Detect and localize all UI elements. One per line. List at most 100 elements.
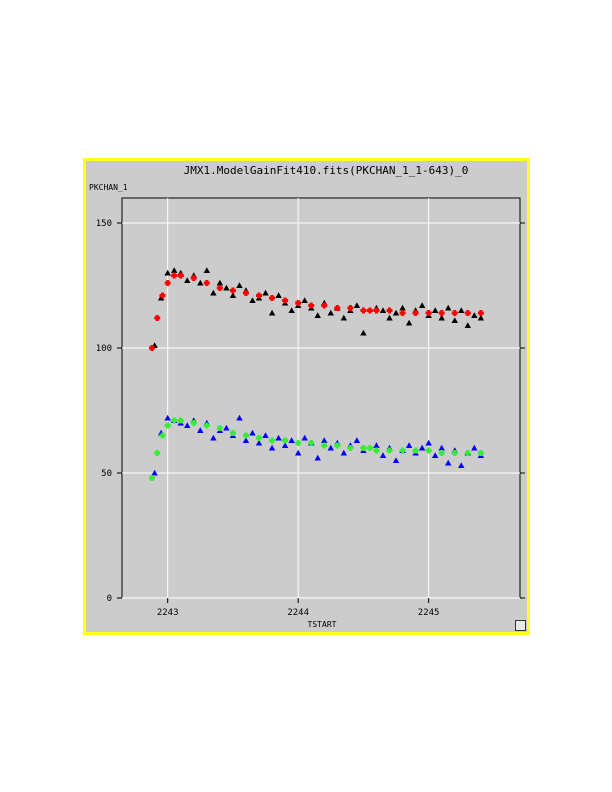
data-point xyxy=(184,422,191,429)
data-point xyxy=(340,314,348,321)
fit-point xyxy=(412,310,419,316)
fit-point xyxy=(149,475,156,481)
data-point xyxy=(379,452,387,459)
fit-point xyxy=(229,430,236,436)
x-tick-label: 2243 xyxy=(157,608,179,618)
fit-point xyxy=(159,292,166,299)
fit-point xyxy=(308,302,315,309)
data-point xyxy=(203,267,211,274)
data-point xyxy=(386,314,393,321)
data-point xyxy=(301,297,308,304)
series-2 xyxy=(151,414,485,476)
data-point xyxy=(288,437,295,444)
y-tick-label: 150 xyxy=(96,219,112,229)
data-point xyxy=(262,432,269,439)
data-point xyxy=(275,434,282,441)
fit-point xyxy=(149,345,156,351)
fit-point xyxy=(256,435,263,441)
fit-point xyxy=(360,445,367,451)
data-point xyxy=(458,462,465,469)
data-point xyxy=(392,457,400,464)
fit-point xyxy=(464,450,471,456)
fit-point xyxy=(347,445,354,451)
data-point xyxy=(210,434,217,441)
x-tick-label: 2244 xyxy=(287,608,309,618)
y-tick-label: 100 xyxy=(96,344,112,354)
fit-point xyxy=(451,310,458,316)
fit-point xyxy=(366,445,373,451)
fit-point xyxy=(347,305,354,311)
data-point xyxy=(431,307,439,314)
fit-point xyxy=(438,450,445,456)
data-point xyxy=(418,444,426,451)
fit-point xyxy=(425,447,432,454)
fit-point xyxy=(164,422,171,429)
fit-point xyxy=(203,280,210,286)
fit-point xyxy=(216,425,223,431)
data-point xyxy=(477,314,485,321)
fit-point xyxy=(373,447,380,454)
data-point xyxy=(431,452,439,459)
data-point xyxy=(451,317,458,324)
fit-point xyxy=(451,450,458,456)
fit-point xyxy=(190,420,197,426)
fit-point xyxy=(295,300,302,306)
data-point xyxy=(314,454,321,461)
fit-point xyxy=(438,310,445,316)
data-point xyxy=(255,439,263,446)
data-point xyxy=(353,437,361,444)
fit-point xyxy=(269,437,276,444)
series-3 xyxy=(149,417,484,481)
fit-point xyxy=(295,440,302,446)
fit-point xyxy=(399,447,406,454)
data-point xyxy=(458,307,465,314)
data-point xyxy=(327,444,334,451)
fit-point xyxy=(464,310,471,316)
data-point xyxy=(262,289,269,296)
data-point xyxy=(445,459,452,466)
data-point xyxy=(353,302,361,309)
data-point xyxy=(471,312,478,319)
data-point xyxy=(314,312,321,319)
x-axis-label: TSTART xyxy=(308,620,337,629)
fit-point xyxy=(171,272,178,279)
fit-point xyxy=(154,315,161,321)
data-point xyxy=(170,267,178,274)
data-point xyxy=(399,304,406,311)
data-point xyxy=(249,429,256,436)
resize-handle-icon[interactable] xyxy=(515,620,526,631)
fit-point xyxy=(477,310,484,316)
data-point xyxy=(294,449,302,456)
fit-point xyxy=(308,440,315,446)
data-point xyxy=(236,414,243,421)
fit-point xyxy=(256,292,263,299)
fit-point xyxy=(334,305,341,311)
data-point xyxy=(471,444,478,451)
fit-point xyxy=(386,447,393,454)
data-point xyxy=(321,437,328,444)
fit-point xyxy=(229,287,236,294)
plot-window: JMX1.ModelGainFit410.fits(PKCHAN_1_1-643… xyxy=(83,158,530,635)
y-axis-label: PKCHAN_1 xyxy=(89,183,128,192)
fit-point xyxy=(282,437,289,444)
data-point xyxy=(151,469,158,476)
fit-point xyxy=(334,442,341,449)
fit-point xyxy=(412,447,419,454)
data-point xyxy=(288,307,295,314)
data-point xyxy=(301,434,308,441)
fit-point xyxy=(190,275,197,281)
fit-point xyxy=(177,272,184,279)
y-tick-label: 50 xyxy=(101,469,112,479)
fit-point xyxy=(159,432,166,439)
plot-area xyxy=(121,197,521,599)
fit-point xyxy=(242,290,249,296)
data-point xyxy=(210,289,217,296)
data-point xyxy=(268,444,276,451)
x-tick-label: 2245 xyxy=(418,608,440,618)
data-point xyxy=(438,444,445,451)
data-point xyxy=(197,427,204,434)
data-point xyxy=(164,269,171,276)
scatter-chart: JMX1.ModelGainFit410.fits(PKCHAN_1_1-643… xyxy=(89,164,525,629)
fit-point xyxy=(386,307,393,314)
fit-point xyxy=(216,285,223,291)
